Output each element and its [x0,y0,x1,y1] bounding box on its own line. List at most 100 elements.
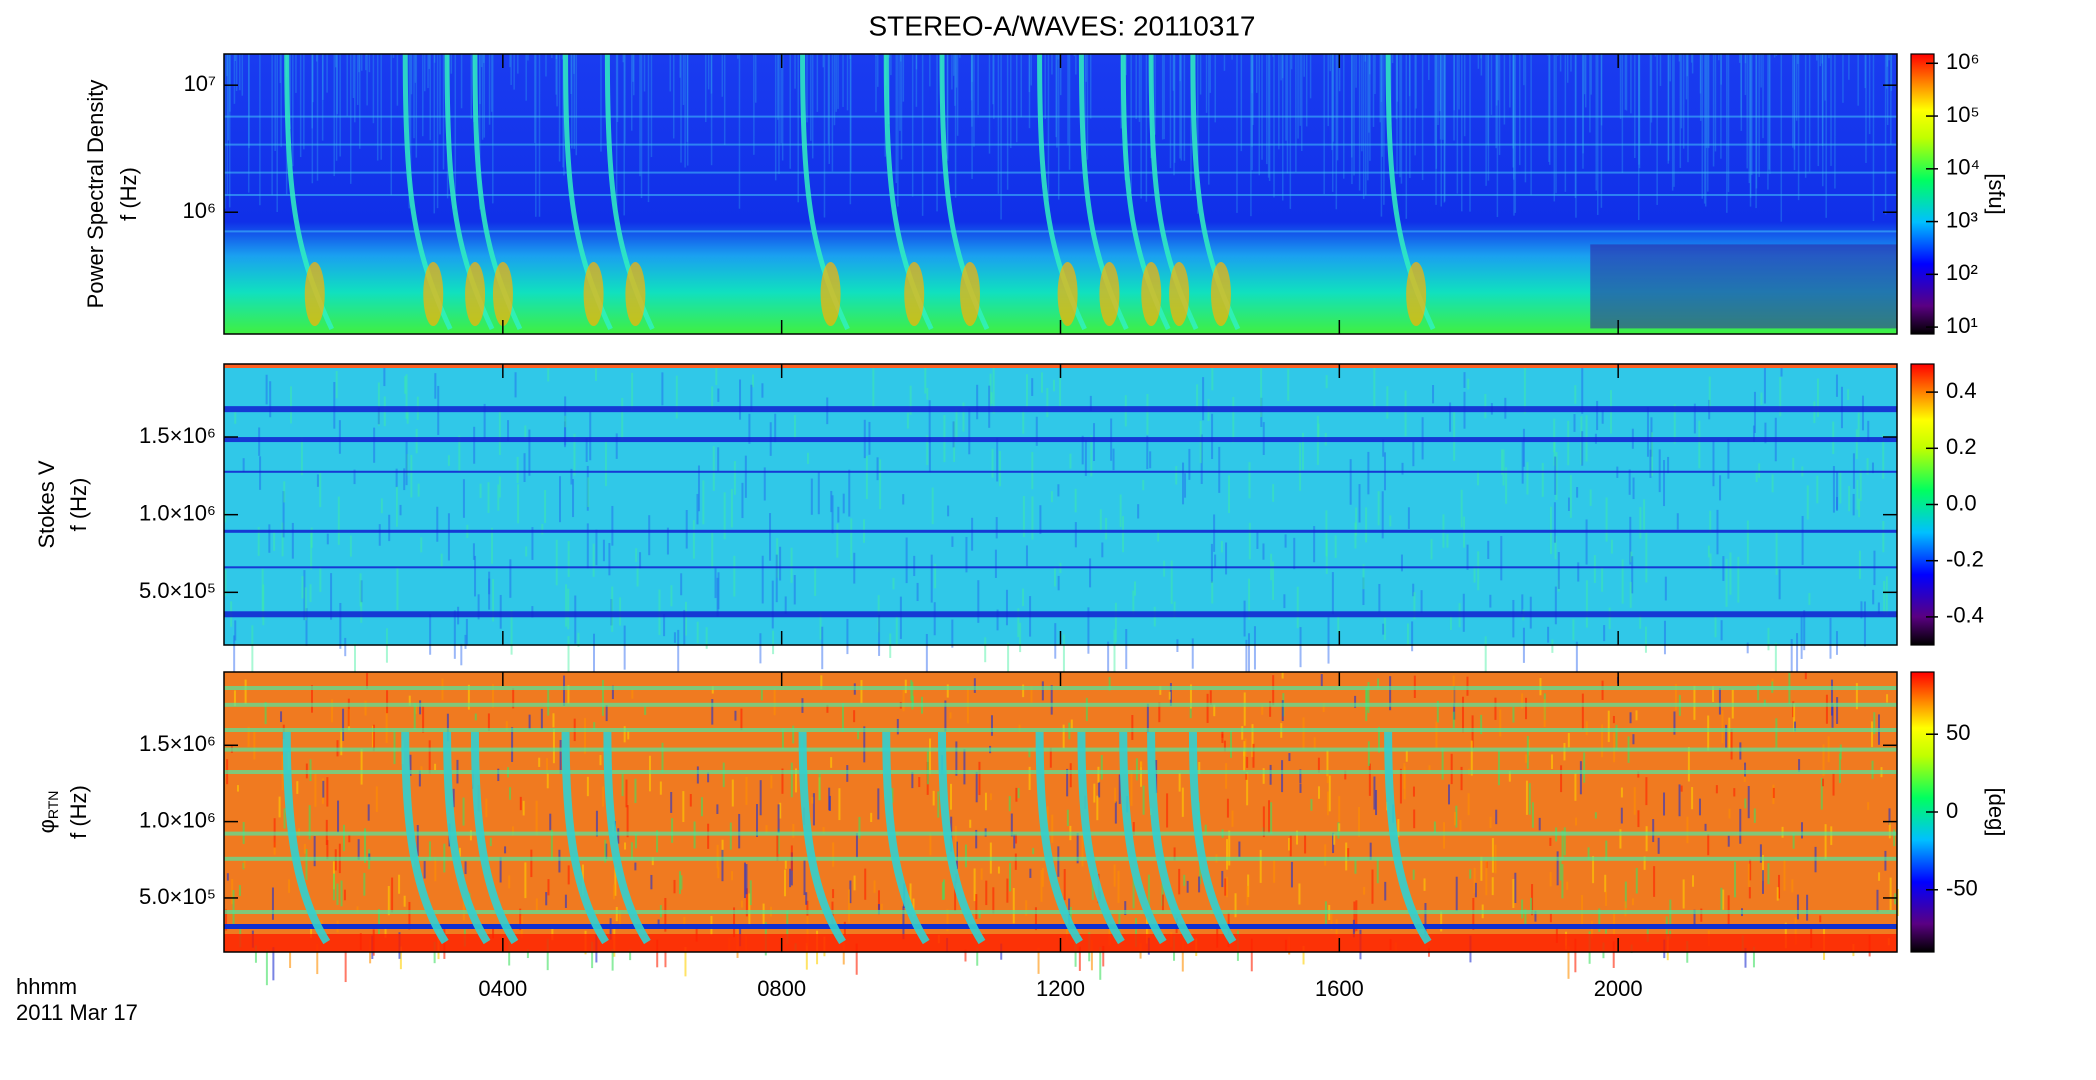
spectrogram-streak [1097,766,1100,783]
spectrogram-band [224,230,1897,233]
spectrogram-streak [1016,54,1018,143]
spectrogram-streak [1053,568,1056,587]
spectrogram-streak [1739,808,1742,844]
spectrogram-streak [464,861,467,875]
spectrogram-streak [1712,440,1715,487]
spectrogram-streak [855,833,858,858]
spectrogram-streak [1538,817,1541,831]
spectrogram-streak [1755,54,1758,189]
spectrogram-streak [1057,846,1060,877]
spectrogram-streak [504,846,507,854]
spectrogram-streak [1800,615,1803,659]
spectrogram-streak [996,609,999,631]
spectrogram-streak [721,839,724,859]
spectrogram-streak [1806,894,1809,921]
spectrogram-band [224,115,1897,118]
spectrogram-streak [1744,54,1747,96]
spectrogram-streak [872,368,875,409]
spectrogram-streak [949,712,952,719]
spectrogram-streak [1081,435,1084,465]
spectrogram-streak [707,772,710,783]
spectrogram-streak [741,482,744,519]
spectrogram-streak [1050,685,1053,715]
spectrogram-streak [926,387,929,400]
spectrogram-streak [1813,401,1816,424]
spectrogram-streak [832,889,835,899]
spectrogram-streak [1365,54,1367,196]
spectrogram-streak [1090,435,1093,477]
spectrogram-streak [1379,54,1382,123]
spectrogram-streak [1272,484,1275,502]
spectrogram-streak [827,54,830,145]
spectrogram-streak [858,816,861,839]
spectrogram-streak [280,54,282,147]
spectrogram-streak [1649,449,1652,478]
spectrogram-streak [1232,396,1235,443]
spectrogram-streak [819,612,822,640]
spectrogram-streak [1262,768,1265,784]
spectrogram-streak [488,571,491,595]
spectrogram-streak [962,402,965,432]
spectrogram-streak [1046,388,1049,418]
spectrogram-streak [1690,54,1693,63]
spectrogram-streak [1551,754,1554,769]
spectrogram-streak [1778,569,1781,600]
spectrogram-streak [1211,364,1214,391]
spectrogram-streak [1829,617,1832,659]
spectrogram-streak [1512,706,1515,723]
spectrogram-streak [975,771,978,803]
spectrogram-streak [1299,783,1302,793]
spectrogram-streak [915,54,918,70]
spectrogram-streak [639,54,641,177]
spectrogram-streak [636,565,639,587]
spectrogram-streak [721,849,724,882]
y-tick-label: 1.0×10⁶ [139,807,216,832]
spectrogram-streak [1259,849,1262,883]
spectrogram-streak [1019,622,1022,653]
spectrogram-streak [282,491,285,538]
spectrogram-streak [1815,54,1818,61]
spectrogram-streak [570,468,573,485]
spectrogram-streak [300,437,303,476]
spectrogram-streak [780,54,782,144]
spectrogram-streak [778,54,780,175]
spectrogram-streak [1293,537,1296,570]
spectrogram-streak [357,839,360,860]
spectrogram-streak [1727,835,1730,847]
spectrogram-streak [1281,700,1284,722]
spectrogram-streak [1044,54,1046,120]
spectrogram-streak [291,522,294,559]
spectrogram-streak [1204,824,1207,835]
spectrogram-streak [1354,860,1357,874]
spectrogram-streak [1581,431,1584,466]
spectrogram-streak [902,906,905,940]
spectrogram-streak [1301,54,1303,152]
y-tick-label: 1.5×10⁶ [139,731,216,756]
spectrogram-streak [769,513,772,561]
spectrogram-streak [1868,54,1871,135]
spectrogram-streak [1566,54,1569,83]
spectrogram-streak [526,949,529,959]
spectrogram-streak [1368,763,1371,796]
spectrogram-streak [696,621,699,644]
y-tick-label: 1.0×10⁶ [139,500,216,525]
spectrogram-streak [1333,834,1336,845]
spectrogram-streak [1441,747,1444,780]
spectrogram-streak [1198,761,1201,774]
spectrogram-streak [1028,766,1031,790]
spectrogram-streak [1225,763,1228,789]
spectrogram-streak [1028,54,1031,93]
spectrogram-streak [1458,54,1460,110]
spectrogram-streak [238,885,241,896]
spectrogram-streak [1303,54,1305,77]
spectrogram-streak [1338,54,1341,92]
y-axis-label: φRTN [34,791,61,834]
spectrogram-streak [959,54,961,58]
spectrogram-streak [562,54,564,168]
spectrogram-streak [656,830,659,853]
spectrogram-streak [305,849,308,880]
spectrogram-streak [1584,54,1587,108]
spectrogram-streak [387,886,390,916]
spectrogram-streak [822,54,825,68]
spectrogram-streak [864,868,867,900]
